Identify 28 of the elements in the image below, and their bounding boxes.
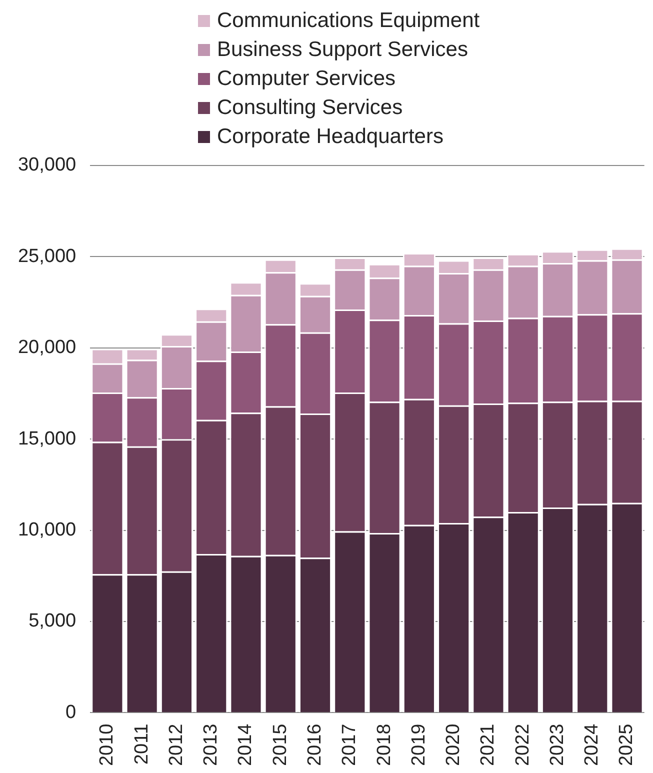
x-tick-label: 2020 — [443, 724, 464, 766]
legend-label: Corporate Headquarters — [217, 124, 444, 150]
x-tick-label: 2024 — [582, 723, 603, 766]
x-tick-label: 2014 — [235, 723, 256, 766]
x-tick-label: 2017 — [339, 724, 360, 766]
y-tick-label: 15,000 — [18, 428, 76, 450]
x-tick-label: 2025 — [616, 724, 638, 766]
legend-label: Business Support Services — [217, 37, 468, 63]
y-tick-label: 25,000 — [18, 246, 76, 267]
x-tick-label: 2010 — [96, 724, 118, 766]
x-tick-label: 2021 — [478, 724, 499, 766]
legend-label: Computer Services — [217, 66, 396, 92]
legend-label: Consulting Services — [217, 95, 403, 121]
x-tick-label: 2019 — [408, 724, 430, 766]
y-tick-label: 5,000 — [28, 610, 76, 632]
x-tick-label: 2018 — [374, 724, 395, 766]
y-tick-label: 30,000 — [18, 154, 76, 176]
x-tick-label: 2016 — [304, 724, 326, 766]
x-tick-label: 2022 — [512, 724, 534, 766]
y-tick-label: 0 — [66, 702, 76, 723]
x-tick-label: 2013 — [200, 724, 222, 766]
x-tick-label: 2015 — [270, 724, 291, 766]
x-tick-label: 2023 — [546, 724, 568, 766]
y-tick-label: 20,000 — [18, 337, 76, 358]
x-tick-label: 2012 — [166, 724, 187, 766]
y-tick-label: 10,000 — [18, 520, 76, 541]
legend-label: Communications Equipment — [217, 8, 480, 34]
x-tick-label: 2011 — [131, 724, 152, 765]
